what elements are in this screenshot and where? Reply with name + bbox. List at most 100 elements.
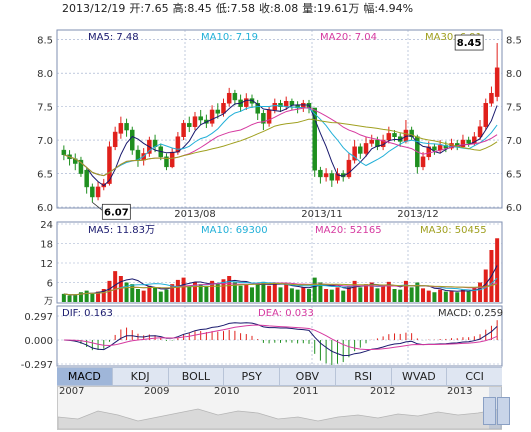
volume-bar (215, 283, 220, 302)
candle-down (261, 113, 266, 124)
quote-close: 收:8.08 (259, 2, 299, 15)
volume-bar (364, 284, 369, 302)
candle-up (352, 146, 357, 161)
indicator-tabs: MACD KDJ BOLL PSY OBV RSI WVAD CCI (57, 367, 502, 386)
candle-down (90, 186, 95, 198)
tab-boll[interactable]: BOLL (169, 368, 225, 385)
vol-ma10-legend: MA10: 69300 (201, 225, 268, 236)
volume-bar (386, 281, 391, 302)
tab-macd[interactable]: MACD (57, 368, 113, 385)
navigator-sparkline (58, 408, 501, 429)
date-tick: 2013/08 (174, 209, 216, 220)
year-label: 2009 (144, 386, 170, 397)
macd-tick: 0.297 (24, 312, 53, 323)
year-label: 2013 (447, 386, 473, 397)
price-tick-left: 8.5 (37, 36, 53, 47)
volume-bar (478, 282, 483, 302)
candle-down (397, 136, 403, 142)
volume-bar (227, 276, 232, 302)
volume-bar (307, 289, 312, 302)
timeline-navigator[interactable] (57, 386, 502, 430)
vol-ma30-legend: MA30: 50455 (420, 225, 487, 236)
candle-down (278, 103, 283, 107)
tab-cci[interactable]: CCI (465, 370, 484, 383)
volume-bar (272, 282, 277, 302)
quote-change: 幅:4.94% (363, 2, 414, 15)
volume-bar (409, 287, 414, 302)
candle-down (232, 92, 238, 101)
candle-down (358, 146, 363, 154)
candle-down (466, 139, 471, 144)
volume-bar (301, 287, 306, 302)
dea-legend: DEA: 0.033 (258, 308, 314, 319)
candle-down (130, 129, 135, 151)
tab-kdj[interactable]: KDJ (113, 368, 169, 385)
price-tick-right: 8.0 (506, 69, 522, 80)
volume-bar (267, 285, 272, 302)
tab-obv[interactable]: OBV (280, 368, 336, 385)
volume-bar (84, 290, 89, 302)
volume-bar (341, 290, 346, 302)
candle-up (283, 101, 289, 107)
price-tick-left: 6.0 (37, 203, 53, 214)
year-label: 2007 (59, 386, 85, 397)
candle-up (226, 92, 232, 104)
volume-bar (449, 290, 454, 302)
candle-up (112, 131, 118, 148)
candle-up (335, 173, 340, 181)
tab-wvad[interactable]: WVAD (392, 368, 448, 385)
volume-bar (101, 289, 106, 302)
high-price-box (454, 34, 484, 51)
stock-chart[interactable]: 8.5 8.5 8.0 8.0 7.5 7.5 7.0 7.0 6.5 6.5 6.0 6.0 2013… (0, 0, 531, 368)
high-price-label: 8.45 (457, 38, 482, 49)
navigator-right-handle[interactable] (497, 397, 510, 425)
volume-bar (249, 287, 254, 302)
volume-bar (472, 287, 477, 302)
macd-legend: MACD: 0.259 (438, 308, 503, 319)
volume-bar (238, 285, 243, 302)
volume-tick: 6 (47, 279, 53, 290)
dif-legend: DIF: 0.163 (62, 308, 113, 319)
price-tick-left: 6.5 (37, 170, 53, 181)
candle-up (426, 146, 431, 158)
volume-bar (221, 279, 226, 302)
volume-bar (312, 277, 317, 302)
candle-down (84, 169, 89, 188)
volume-bar (284, 284, 289, 302)
tab-psy[interactable]: PSY (224, 368, 280, 385)
candle-up (107, 146, 112, 184)
candle-up (363, 143, 369, 154)
volume-bar (375, 288, 380, 302)
tab-rsi[interactable]: RSI (336, 368, 392, 385)
price-tick-left: 7.0 (37, 136, 53, 147)
quote-date: 2013/12/19 (62, 2, 126, 15)
volume-bar (170, 284, 175, 302)
volume-tick: 12 (40, 259, 53, 270)
ma10-legend: MA10: 7.19 (201, 32, 258, 43)
volume-bar (415, 282, 420, 302)
volume-bar (460, 289, 465, 302)
candle-down (375, 139, 380, 148)
candle-up (489, 92, 494, 104)
candle-up (483, 103, 488, 127)
volume-bar (289, 288, 294, 302)
volume-bar (346, 285, 351, 302)
volume-bar (455, 292, 460, 302)
candle-up (169, 151, 175, 168)
price-tick-right: 7.5 (506, 103, 522, 114)
candle-up (494, 67, 500, 97)
candle-down (61, 149, 67, 156)
year-label: 2010 (214, 386, 240, 397)
navigator-left-handle[interactable] (483, 397, 496, 425)
candle-up (420, 156, 426, 168)
volume-bar (329, 289, 334, 302)
volume-bar (403, 280, 408, 302)
candle-up (266, 109, 272, 124)
quote-header: 2013/12/19 开:7.65 高:8.45 低:7.58 收:8.08 量:19.6… (62, 1, 417, 17)
volume-bar (135, 289, 140, 302)
ma30-line (63, 118, 498, 177)
price-tick-right: 6.0 (506, 203, 522, 214)
volume-bar (73, 294, 78, 302)
date-tick: 2013/12 (397, 209, 439, 220)
volume-bar (381, 285, 386, 302)
